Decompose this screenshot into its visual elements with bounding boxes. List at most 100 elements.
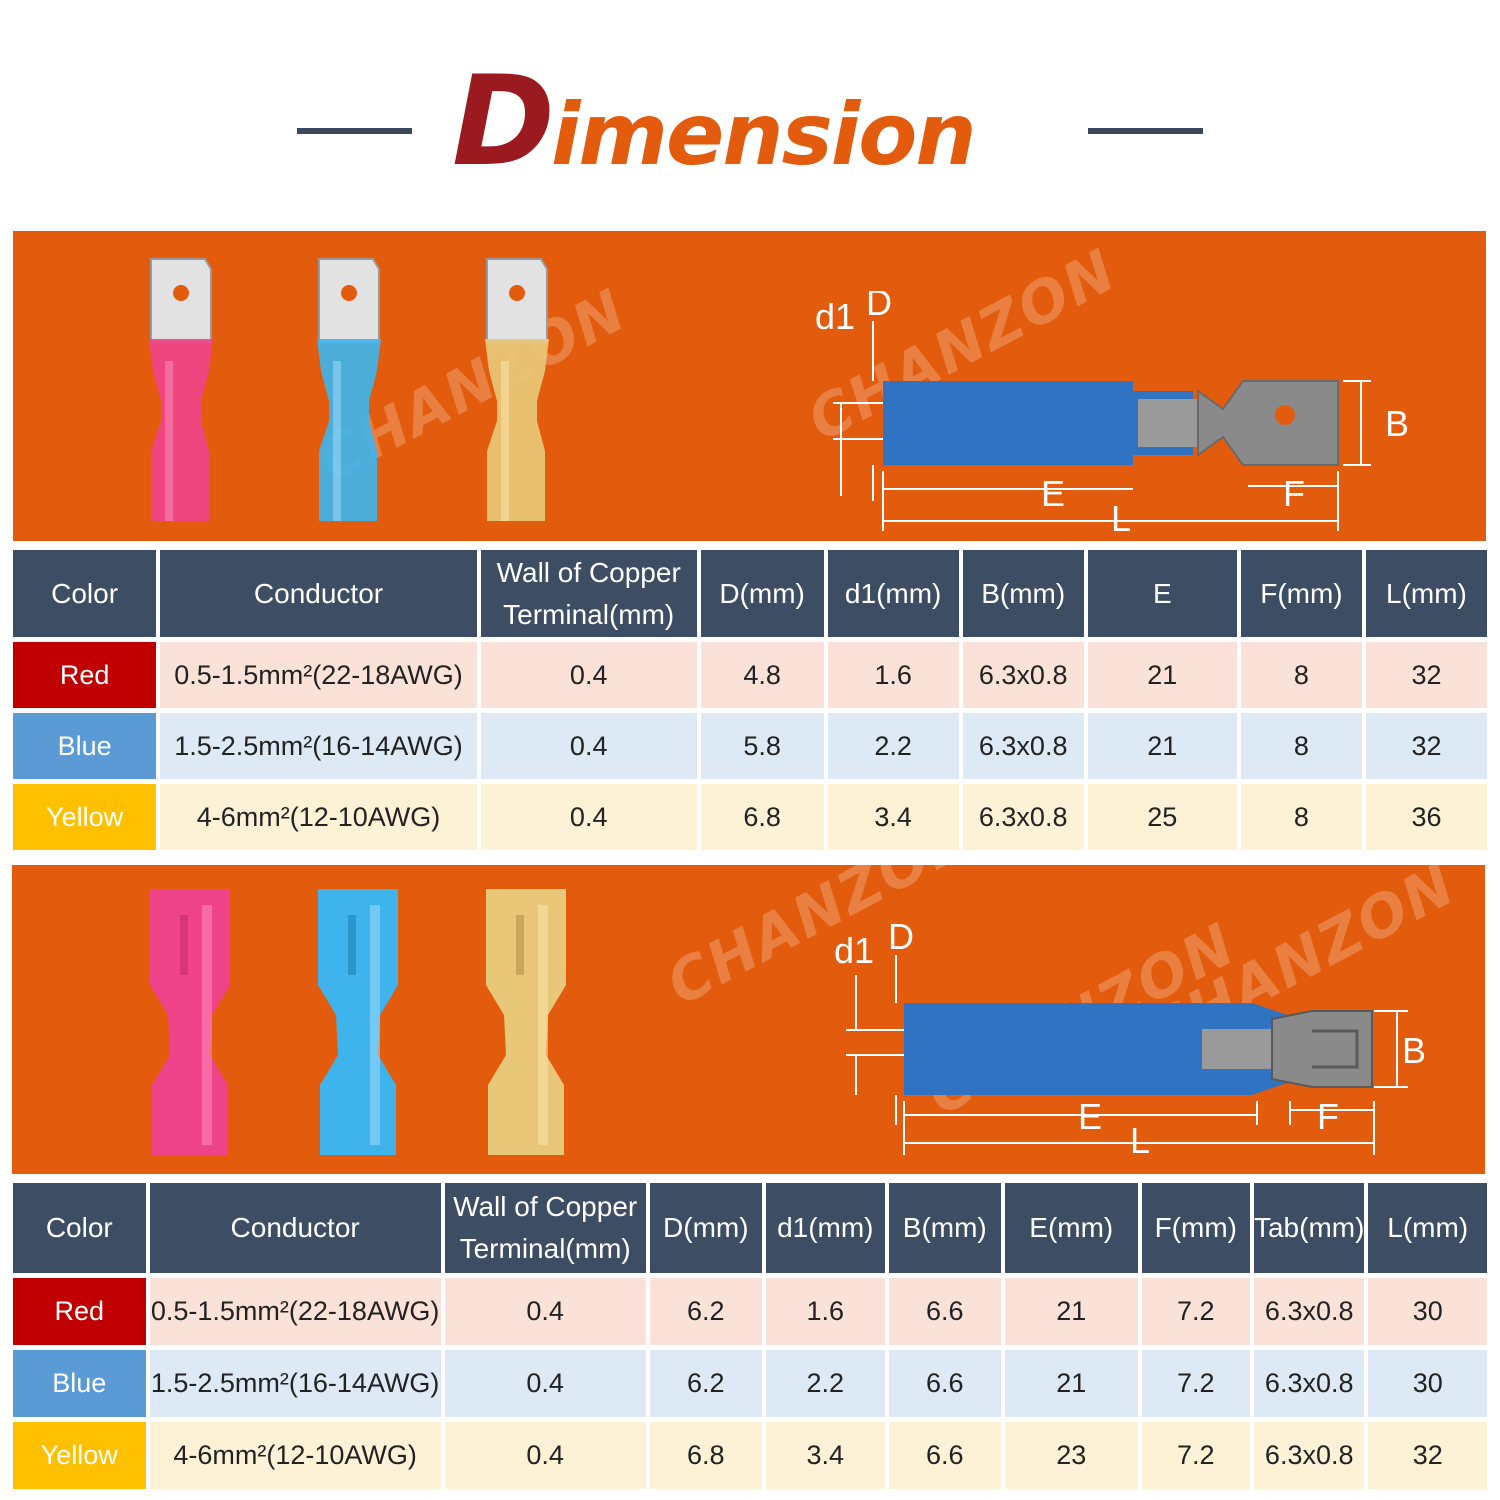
d1-cell: 2.2	[827, 713, 959, 779]
table-header-row: Color Conductor Wall of Copper Terminal(m…	[13, 1183, 1487, 1273]
table-row: Red 0.5-1.5mm²(22-18AWG) 0.4 4.8 1.6 6.3…	[13, 642, 1487, 708]
table-row: Yellow 4-6mm²(12-10AWG) 0.4 6.8 3.4 6.6 …	[13, 1422, 1487, 1489]
wall-cell: 0.4	[444, 1278, 646, 1345]
header-wall-of-copper: Wall of Copper Terminal(mm)	[444, 1183, 646, 1273]
conductor-cell: 0.5-1.5mm²(22-18AWG)	[160, 642, 477, 708]
page-title: Dimension	[452, 50, 977, 194]
header-color: Color	[13, 1183, 146, 1273]
wall-cell: 0.4	[480, 713, 697, 779]
E-cell: 21	[1005, 1350, 1138, 1417]
L-cell: 32	[1365, 642, 1487, 708]
header-tab: Tab(mm)	[1253, 1183, 1365, 1273]
wall-cell: 0.4	[444, 1350, 646, 1417]
title-rest: imension	[550, 85, 977, 185]
d1-cell: 3.4	[766, 1422, 885, 1489]
header-d1: d1(mm)	[766, 1183, 885, 1273]
label-E: E	[1041, 473, 1065, 514]
D-cell: 6.8	[649, 1422, 763, 1489]
yellow-male-terminal-image	[485, 258, 549, 521]
header-L: L(mm)	[1365, 550, 1487, 637]
conductor-cell: 4-6mm²(12-10AWG)	[160, 784, 477, 850]
header-wall-line1: Wall of Copper	[496, 556, 681, 588]
header-E: E	[1087, 550, 1237, 637]
label-E: E	[1078, 1096, 1102, 1137]
D-cell: 6.8	[700, 784, 824, 850]
F-cell: 7.2	[1141, 1422, 1250, 1489]
B-cell: 6.3x0.8	[962, 642, 1084, 708]
label-B: B	[1385, 403, 1409, 444]
label-B: B	[1402, 1030, 1426, 1071]
E-cell: 23	[1005, 1422, 1138, 1489]
E-cell: 21	[1005, 1278, 1138, 1345]
L-cell: 32	[1365, 713, 1487, 779]
yellow-female-terminal-image	[486, 889, 566, 1155]
label-F: F	[1317, 1096, 1339, 1137]
conductor-cell: 1.5-2.5mm²(16-14AWG)	[149, 1350, 441, 1417]
wall-cell: 0.4	[480, 784, 697, 850]
header-F: F(mm)	[1141, 1183, 1250, 1273]
header-D: D(mm)	[649, 1183, 763, 1273]
color-cell: Red	[13, 642, 157, 708]
B-cell: 6.3x0.8	[962, 784, 1084, 850]
d1-cell: 1.6	[766, 1278, 885, 1345]
wall-cell: 0.4	[444, 1422, 646, 1489]
D-cell: 4.8	[700, 642, 824, 708]
d1-cell: 1.6	[827, 642, 959, 708]
red-male-terminal-image	[149, 258, 213, 521]
tab-cell: 6.3x0.8	[1253, 1422, 1365, 1489]
D-cell: 6.2	[649, 1350, 763, 1417]
header-B: B(mm)	[962, 550, 1084, 637]
table-row: Yellow 4-6mm²(12-10AWG) 0.4 6.8 3.4 6.3x…	[13, 784, 1487, 850]
tab-cell: 6.3x0.8	[1253, 1278, 1365, 1345]
label-L: L	[1111, 498, 1131, 531]
female-terminal-spec-table: Color Conductor Wall of Copper Terminal(m…	[9, 1178, 1491, 1494]
color-cell: Yellow	[13, 1422, 146, 1489]
label-D: D	[866, 291, 892, 323]
F-cell: 8	[1240, 642, 1362, 708]
F-cell: 8	[1240, 713, 1362, 779]
label-F: F	[1283, 473, 1305, 514]
D-cell: 6.2	[649, 1278, 763, 1345]
F-cell: 7.2	[1141, 1350, 1250, 1417]
L-cell: 30	[1368, 1278, 1487, 1345]
table-row: Red 0.5-1.5mm²(22-18AWG) 0.4 6.2 1.6 6.6…	[13, 1278, 1487, 1345]
F-cell: 8	[1240, 784, 1362, 850]
header-L: L(mm)	[1368, 1183, 1487, 1273]
d1-cell: 3.4	[827, 784, 959, 850]
table-header-row: Color Conductor Wall of Copper Terminal(m…	[13, 550, 1487, 637]
label-L: L	[1130, 1120, 1150, 1155]
L-cell: 30	[1368, 1350, 1487, 1417]
blue-male-terminal-image	[317, 258, 381, 521]
header-wall-line2: Terminal(mm)	[503, 598, 675, 630]
title-first-letter: D	[452, 50, 555, 194]
label-d1: d1	[834, 930, 874, 971]
label-D: D	[888, 916, 914, 957]
header-color: Color	[13, 550, 157, 637]
color-cell: Blue	[13, 1350, 146, 1417]
red-female-terminal-image	[150, 889, 230, 1155]
title-rule-left	[297, 128, 412, 134]
female-dimension-diagram: d1 D B E F L	[834, 916, 1426, 1155]
B-cell: 6.6	[888, 1350, 1001, 1417]
header-F: F(mm)	[1240, 550, 1362, 637]
conductor-cell: 4-6mm²(12-10AWG)	[149, 1422, 441, 1489]
page-title-block: Dimension	[0, 40, 1500, 200]
d1-cell: 2.2	[766, 1350, 885, 1417]
B-cell: 6.6	[888, 1422, 1001, 1489]
female-terminal-banner: CHANZON CHANZON CHANZON	[12, 865, 1485, 1174]
L-cell: 32	[1368, 1422, 1487, 1489]
color-cell: Red	[13, 1278, 146, 1345]
title-rule-right	[1088, 128, 1203, 134]
color-cell: Blue	[13, 713, 157, 779]
conductor-cell: 0.5-1.5mm²(22-18AWG)	[149, 1278, 441, 1345]
table-row: Blue 1.5-2.5mm²(16-14AWG) 0.4 6.2 2.2 6.…	[13, 1350, 1487, 1417]
header-D: D(mm)	[700, 550, 824, 637]
male-dimension-diagram: d1 D B E F L	[815, 291, 1409, 531]
F-cell: 7.2	[1141, 1278, 1250, 1345]
E-cell: 21	[1087, 642, 1237, 708]
label-d1: d1	[815, 296, 855, 337]
tab-cell: 6.3x0.8	[1253, 1350, 1365, 1417]
header-wall-of-copper: Wall of Copper Terminal(mm)	[480, 550, 697, 637]
E-cell: 25	[1087, 784, 1237, 850]
L-cell: 36	[1365, 784, 1487, 850]
